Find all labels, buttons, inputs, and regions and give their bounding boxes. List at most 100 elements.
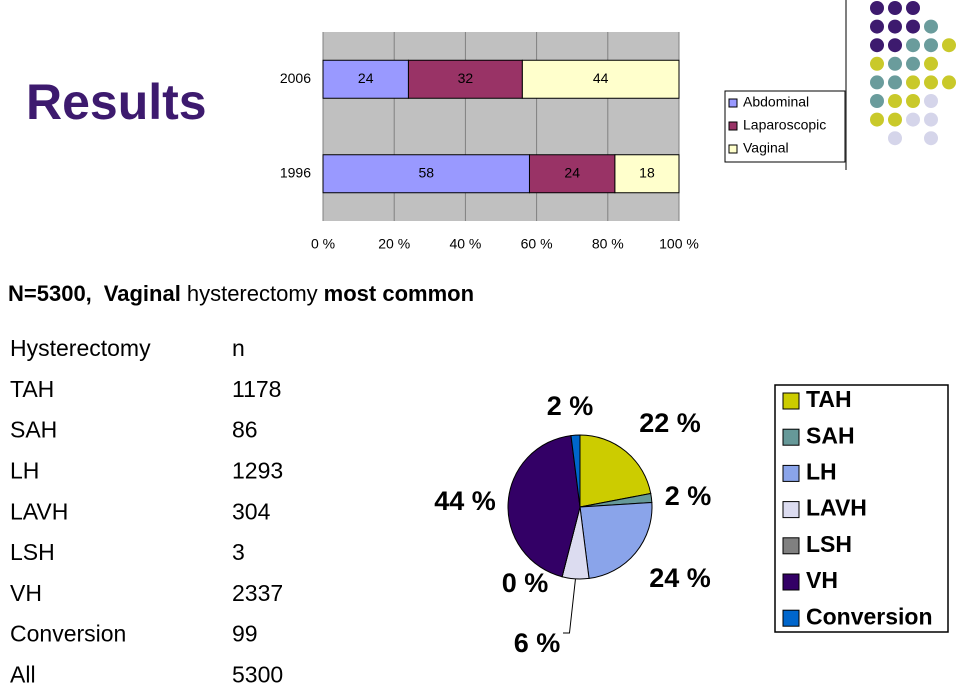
- table-cell: LAVH: [10, 498, 68, 524]
- legend-box: [724, 90, 846, 163]
- pie-slice: [579, 501, 653, 579]
- x-tick-label: 0 %: [311, 236, 335, 252]
- pie-slice: [579, 434, 652, 508]
- y-tick-label: 2006: [280, 70, 311, 86]
- bar-chart: 0 % 20 % 40 % 60 % 80 % 100 % 2006 24 32 44 1996 58…: [280, 32, 846, 252]
- data-label: 2 %: [665, 481, 712, 511]
- dot: [924, 94, 938, 108]
- legend-swatch: [782, 573, 800, 591]
- data-label: 2 %: [547, 391, 594, 421]
- dot: [870, 1, 884, 15]
- dot: [888, 131, 902, 146]
- data-label: 44 %: [434, 486, 496, 516]
- dot: [888, 19, 902, 34]
- bar-segment: [521, 59, 680, 99]
- data-label: 18: [639, 164, 655, 180]
- subtitle-part: most common: [324, 281, 474, 306]
- legend-label: VH: [806, 567, 838, 593]
- dot: [942, 38, 956, 53]
- dot: [924, 56, 938, 71]
- legend-label: Laparoscopic: [743, 117, 826, 133]
- dot: [870, 112, 884, 127]
- table-cell: TAH: [10, 376, 54, 402]
- dot: [924, 112, 938, 127]
- legend-swatch: [782, 609, 800, 627]
- table-cell: 86: [232, 417, 258, 443]
- dot: [870, 19, 884, 34]
- y-tick-label: 1996: [280, 164, 311, 180]
- dot: [906, 94, 920, 108]
- dot: [888, 56, 902, 71]
- data-label: 22 %: [639, 408, 701, 438]
- subtitle-part: N=5300,: [8, 281, 92, 306]
- table-cell: 2337: [232, 580, 283, 606]
- table-cell: 5300: [232, 661, 283, 687]
- bar-segment: [322, 154, 530, 194]
- pie-slice: [507, 435, 581, 578]
- table-cell: VH: [10, 580, 42, 606]
- legend-swatch: [782, 428, 800, 446]
- legend-label: TAH: [806, 386, 852, 412]
- legend-swatch: [728, 98, 738, 108]
- data-label: 58: [418, 164, 434, 180]
- dot: [888, 38, 902, 53]
- dot: [906, 112, 920, 127]
- dot: [870, 38, 884, 53]
- table-cell: 304: [232, 498, 271, 524]
- data-label: 6 %: [514, 628, 561, 658]
- decoration: [870, 1, 956, 146]
- subtitle-part: Vaginal: [104, 281, 181, 306]
- dot: [924, 131, 938, 146]
- legend-swatch: [782, 501, 800, 519]
- data-label: 24: [358, 70, 374, 86]
- leader-line: [563, 578, 576, 634]
- dot: [942, 75, 956, 90]
- data-label: 32: [458, 70, 474, 86]
- table-header: Hysterectomy: [10, 335, 151, 361]
- legend-label: Vaginal: [743, 140, 789, 156]
- legend-swatch: [782, 464, 800, 482]
- data-label: 24: [564, 164, 580, 180]
- legend-label: LAVH: [806, 495, 867, 521]
- data-label: 0 %: [502, 568, 549, 598]
- dot: [906, 56, 920, 71]
- x-tick-label: 40 %: [449, 236, 481, 252]
- dot: [924, 38, 938, 53]
- bar-segment: [528, 154, 616, 194]
- table-cell: All: [10, 661, 36, 687]
- legend-label: Conversion: [806, 603, 933, 629]
- legend-label: Abdominal: [743, 94, 809, 110]
- table-header: n: [232, 335, 245, 361]
- dot: [870, 75, 884, 90]
- slide-title: Results: [26, 74, 207, 130]
- table-cell: Conversion: [10, 621, 126, 647]
- bar-segment: [614, 154, 680, 194]
- x-tick-label: 100 %: [659, 236, 699, 252]
- table-cell: LSH: [10, 539, 55, 565]
- dot: [906, 38, 920, 53]
- legend-swatch: [782, 537, 800, 555]
- legend-swatch: [728, 121, 738, 131]
- subtitle: N=5300, Vaginal hysterectomy most common: [8, 281, 474, 306]
- dot: [888, 94, 902, 108]
- dot: [888, 75, 902, 90]
- legend-label: LSH: [806, 531, 852, 557]
- subtitle-part: hysterectomy: [187, 281, 318, 306]
- dot: [906, 19, 920, 34]
- legend-swatch: [782, 392, 800, 410]
- x-tick-label: 80 %: [592, 236, 624, 252]
- dot: [888, 1, 902, 15]
- dot: [870, 56, 884, 71]
- dot: [870, 94, 884, 108]
- table-cell: 3: [232, 539, 245, 565]
- table-cell: 1293: [232, 457, 283, 483]
- table: Hysterectomy n TAH 1178 SAH 86 LH 1293 LAVH 304 LS…: [10, 335, 283, 687]
- data-label: 44: [593, 70, 609, 86]
- legend-label: LH: [806, 458, 837, 484]
- table-cell: SAH: [10, 417, 57, 443]
- legend-label: SAH: [806, 422, 855, 448]
- dot: [924, 19, 938, 34]
- dot: [906, 75, 920, 90]
- x-tick-label: 60 %: [521, 236, 553, 252]
- dot: [924, 75, 938, 90]
